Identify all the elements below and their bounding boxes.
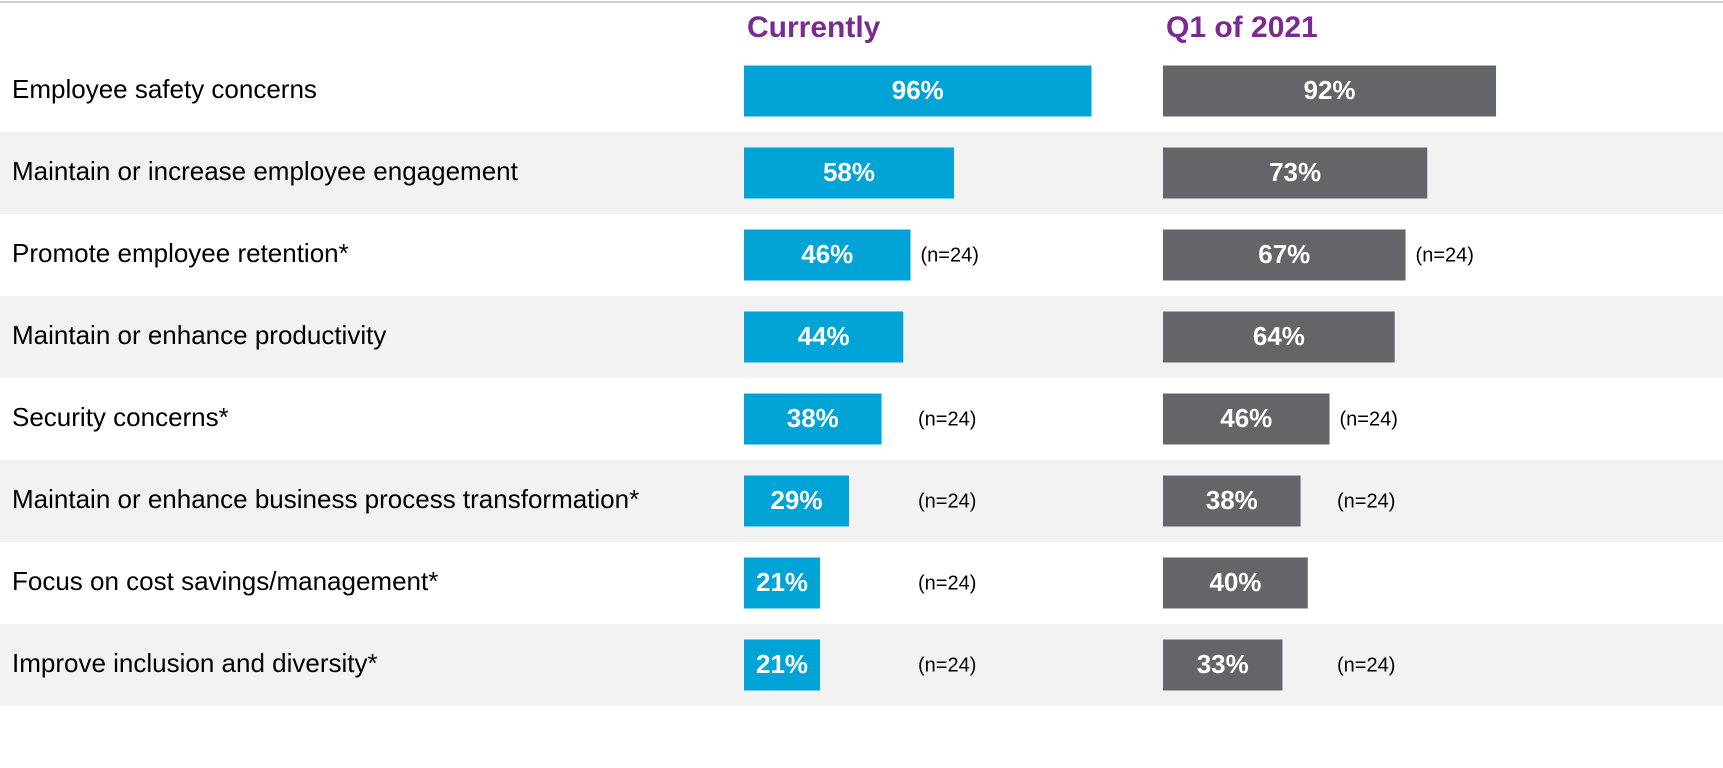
value-label: 64%: [1253, 321, 1305, 351]
bar: [744, 311, 904, 363]
note: (n=24): [918, 490, 976, 512]
bar: [1163, 475, 1301, 527]
value-label: 73%: [1269, 157, 1321, 187]
category-label: Maintain or increase employee engagement: [12, 156, 519, 186]
note: (n=24): [921, 244, 979, 266]
note: (n=24): [1340, 408, 1398, 430]
value-label: 40%: [1209, 567, 1261, 597]
category-label: Focus on cost savings/management*: [12, 566, 438, 596]
bar: [1163, 639, 1283, 691]
category-label: Maintain or enhance productivity: [12, 320, 386, 350]
bar: [744, 393, 882, 445]
bar: [744, 65, 1092, 117]
value-label: 38%: [787, 403, 839, 433]
value-label: 21%: [756, 649, 808, 679]
bar: [744, 475, 849, 527]
note: (n=24): [1337, 654, 1395, 676]
value-label: 67%: [1258, 239, 1310, 269]
value-label: 44%: [798, 321, 850, 351]
bar: [744, 147, 954, 199]
bar: [744, 229, 911, 281]
value-label: 92%: [1303, 75, 1355, 105]
note: (n=24): [918, 654, 976, 676]
legend-label: Q1 of 2021: [1166, 11, 1318, 44]
bar: [744, 639, 821, 691]
note: (n=24): [918, 408, 976, 430]
value-label: 58%: [823, 157, 875, 187]
note: (n=24): [918, 572, 976, 594]
value-label: 33%: [1197, 649, 1249, 679]
bar: [1163, 557, 1308, 609]
value-label: 38%: [1206, 485, 1258, 515]
category-label: Security concerns*: [12, 402, 229, 432]
value-label: 29%: [770, 485, 822, 515]
row-band: [0, 624, 1723, 706]
bar: [744, 557, 821, 609]
value-label: 96%: [892, 75, 944, 105]
bar: [1163, 393, 1330, 445]
category-label: Promote employee retention*: [12, 238, 349, 268]
legend-label: Currently: [747, 11, 881, 44]
category-label: Maintain or enhance business process tra…: [12, 484, 639, 514]
row-band: [0, 460, 1723, 542]
category-label: Improve inclusion and diversity*: [12, 648, 378, 678]
bar: [1163, 147, 1428, 199]
value-label: 21%: [756, 567, 808, 597]
note: (n=24): [1416, 244, 1474, 266]
note: (n=24): [1337, 490, 1395, 512]
value-label: 46%: [1220, 403, 1272, 433]
bar: [1163, 311, 1395, 363]
category-label: Employee safety concerns: [12, 74, 317, 104]
bar: [1163, 65, 1497, 117]
bar: [1163, 229, 1406, 281]
value-label: 46%: [801, 239, 853, 269]
